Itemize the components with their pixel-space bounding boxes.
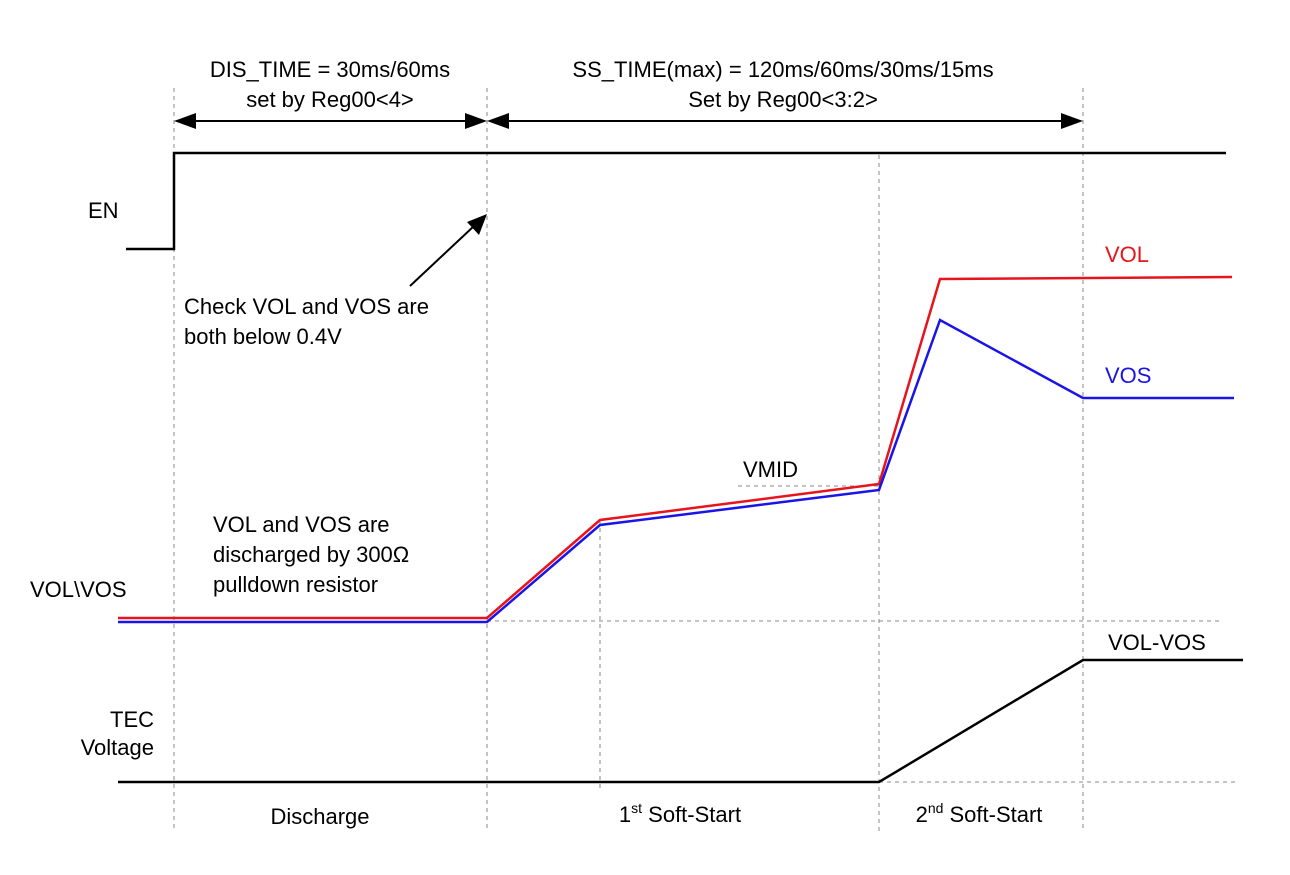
vol-trace: [118, 275, 1233, 620]
dis-time-register-label: set by Reg00<4>: [246, 87, 414, 112]
ss-time-arrowhead-left: [487, 113, 509, 129]
phase-first-soft-start-label: 1st Soft-Start: [619, 800, 741, 827]
en-label: EN: [88, 198, 119, 223]
check-note-line-1: Check VOL and VOS are: [184, 294, 429, 319]
check-arrow: [409, 214, 487, 287]
phase-guides: [173, 88, 1084, 832]
vol-minus-vos-label: VOL-VOS: [1108, 630, 1206, 655]
dis-time-arrowhead-left: [174, 113, 196, 129]
phase-first-soft-start-number: 1: [619, 802, 631, 827]
en-trace: [126, 151, 1226, 251]
phase-first-soft-start-suffix-sup: st: [631, 800, 642, 816]
check-arrow-line: [409, 225, 475, 287]
vol-vos-label: VOL\VOS: [30, 577, 127, 602]
tec-voltage-label-line-1: TEC: [110, 707, 154, 732]
phase-first-soft-start-text: Soft-Start: [642, 802, 741, 827]
ss-time-dimension: [487, 113, 1083, 129]
discharge-note-line-2: discharged by 300Ω: [213, 542, 409, 567]
check-arrowhead: [467, 214, 487, 235]
vos-label: VOS: [1105, 363, 1151, 388]
ss-time-register-label: Set by Reg00<3:2>: [688, 87, 878, 112]
dis-time-label: DIS_TIME = 30ms/60ms: [210, 57, 450, 82]
phase-second-soft-start-text: Soft-Start: [943, 802, 1042, 827]
phase-second-soft-start-label: 2nd Soft-Start: [916, 800, 1043, 827]
reference-lines: [487, 485, 1238, 783]
dis-time-arrowhead-right: [465, 113, 487, 129]
dis-time-dimension: [174, 113, 487, 129]
vos-trace: [118, 318, 1234, 624]
vol-label: VOL: [1105, 242, 1149, 267]
phase-second-soft-start-suffix-sup: nd: [928, 800, 944, 816]
ss-time-label: SS_TIME(max) = 120ms/60ms/30ms/15ms: [572, 57, 993, 82]
discharge-note-line-1: VOL and VOS are: [213, 512, 390, 537]
discharge-note-line-3: pulldown resistor: [213, 572, 378, 597]
check-note-line-2: both below 0.4V: [184, 324, 342, 349]
tec-voltage-trace: [118, 658, 1243, 784]
phase-second-soft-start-number: 2: [916, 802, 928, 827]
phase-discharge-label: Discharge: [270, 804, 369, 829]
vmid-label: VMID: [743, 457, 798, 482]
tec-voltage-label-line-2: Voltage: [81, 735, 154, 760]
ss-time-arrowhead-right: [1061, 113, 1083, 129]
